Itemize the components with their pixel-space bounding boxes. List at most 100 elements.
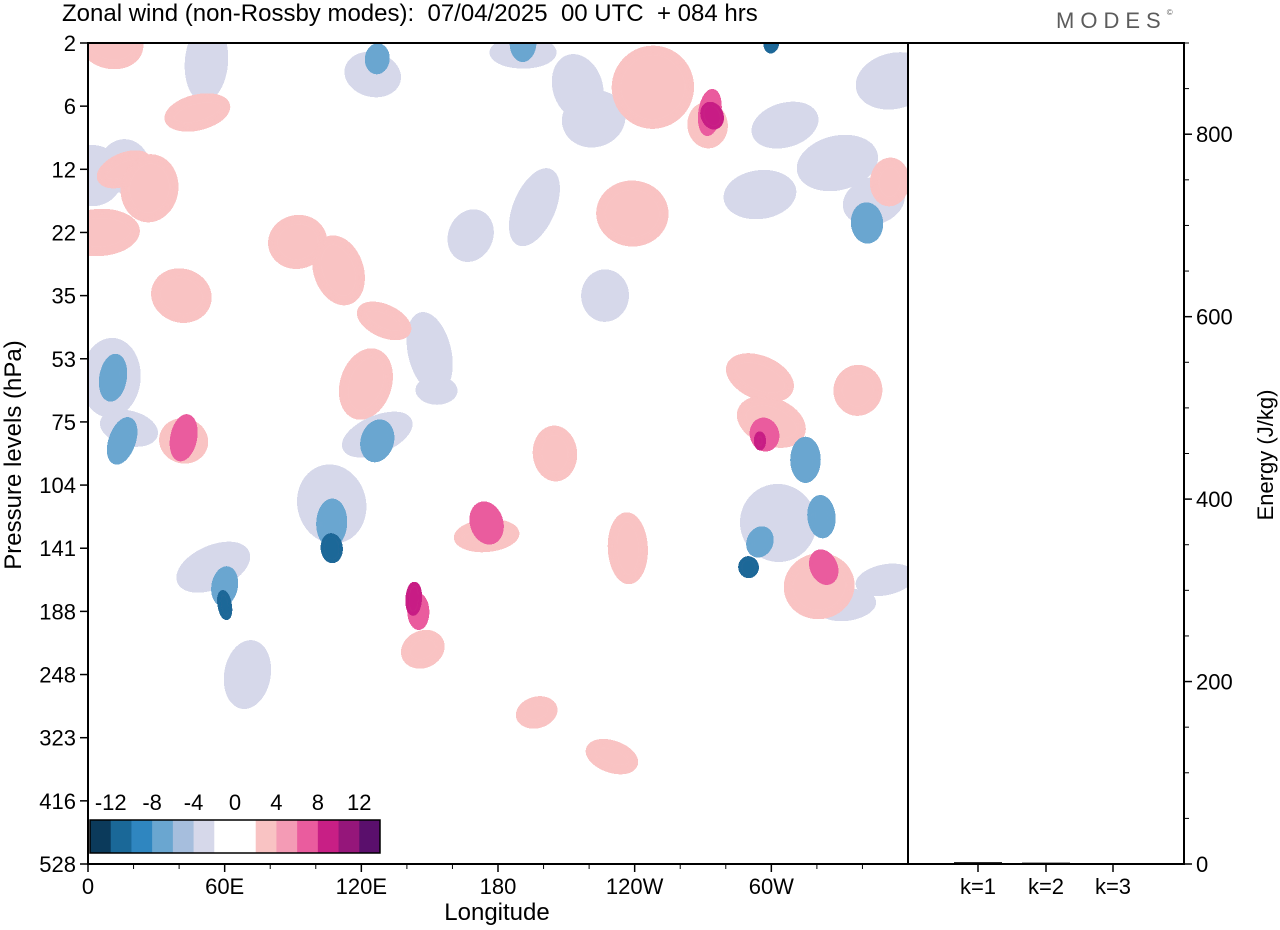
- colorbar-tick-label: 0: [229, 790, 241, 815]
- colorbar-swatch: [317, 820, 340, 853]
- colorbar-tick-label: -12: [95, 790, 127, 815]
- energy-tick-label: 400: [1196, 487, 1233, 512]
- wind-anomaly-region: [120, 153, 179, 223]
- wind-anomaly-region: [561, 89, 626, 148]
- wind-anomaly-region: [854, 563, 908, 597]
- wind-anomaly-blob: [745, 525, 775, 559]
- wind-anomaly-region: [869, 157, 908, 207]
- wind-anomaly-blob: [869, 157, 908, 207]
- y-tick-label: 141: [39, 536, 76, 561]
- y-tick-label: 22: [52, 220, 76, 245]
- y-tick-label: 188: [39, 599, 76, 624]
- wind-anomaly-region: [789, 435, 822, 484]
- wind-anomaly-blob: [163, 93, 231, 132]
- wind-anomaly-region: [607, 511, 649, 585]
- wind-anomaly-region: [356, 301, 413, 341]
- colorbar-tick-label: -8: [142, 790, 162, 815]
- wind-anomaly-blob: [723, 169, 797, 220]
- wind-anomaly-blob: [508, 167, 561, 247]
- wind-anomaly-region: [163, 93, 231, 132]
- wind-anomaly-blob: [106, 416, 138, 466]
- heatmap-field: [88, 43, 908, 775]
- y-tick-label: 248: [39, 663, 76, 688]
- wind-anomaly-region: [580, 269, 630, 323]
- plot-frame: [87, 42, 1185, 865]
- wind-anomaly-region: [184, 43, 229, 103]
- wind-anomaly-blob: [223, 639, 272, 710]
- x-tick-label: 60E: [205, 874, 244, 899]
- colorbar-swatch: [152, 820, 174, 853]
- wind-anomaly-blob: [312, 235, 366, 306]
- wind-anomaly-region: [762, 43, 780, 55]
- bar-category-label: k=2: [1028, 874, 1064, 899]
- colorbar-swatch: [235, 820, 257, 853]
- wind-anomaly-blob: [561, 89, 626, 148]
- wind-anomaly-region: [364, 43, 391, 76]
- wind-anomaly-region: [796, 134, 879, 192]
- wind-anomaly-blob: [580, 269, 630, 323]
- wind-anomaly-blob: [406, 311, 453, 394]
- wind-anomaly-region: [515, 695, 559, 729]
- wind-anomaly-blob: [88, 43, 144, 70]
- wind-anomaly-region: [699, 100, 725, 131]
- colorbar-tick-label: -4: [184, 790, 204, 815]
- wind-anomaly-region: [737, 555, 760, 579]
- wind-anomaly-blob: [737, 555, 760, 579]
- wind-anomaly-blob: [120, 153, 179, 223]
- colorbar-swatch: [359, 820, 381, 853]
- wind-anomaly-blob: [607, 511, 649, 585]
- colorbar-swatch: [338, 820, 360, 853]
- wind-anomaly-blob: [169, 413, 198, 463]
- wind-anomaly-region: [406, 311, 453, 394]
- x-axis-label: Longitude: [444, 899, 550, 926]
- wind-anomaly-region: [320, 532, 344, 565]
- colorbar-swatch: [172, 820, 195, 853]
- y-tick-label: 6: [64, 94, 76, 119]
- logo-registered-mark: ©: [1166, 8, 1173, 17]
- wind-anomaly-blob: [414, 375, 459, 405]
- bar-category-label: k=1: [960, 874, 996, 899]
- colorbar: -12 -8 -4 0 4 8 12: [89, 790, 381, 854]
- wind-anomaly-region: [725, 353, 795, 403]
- x-tick-label: 60W: [749, 874, 794, 899]
- wind-anomaly-blob: [807, 494, 836, 540]
- wind-anomaly-region: [414, 375, 459, 405]
- wind-anomaly-region: [508, 167, 561, 247]
- wind-anomaly-blob: [584, 738, 639, 775]
- logo-text: MODES: [1056, 8, 1167, 33]
- colorbar-tick-label: 4: [270, 790, 282, 815]
- wind-anomaly-blob: [850, 201, 884, 245]
- wind-anomaly-region: [855, 52, 908, 110]
- wind-anomaly-blob: [88, 208, 141, 257]
- colorbar-swatch: [255, 820, 277, 853]
- wind-anomaly-region: [88, 43, 144, 70]
- x-tick-label: 120W: [606, 874, 664, 899]
- energy-tick-label: 800: [1196, 122, 1233, 147]
- wind-anomaly-blob: [789, 435, 822, 484]
- wind-anomaly-blob: [611, 45, 695, 129]
- wind-anomaly-blob: [595, 180, 669, 247]
- wind-anomaly-blob: [315, 497, 348, 549]
- x-tick-label: 180: [480, 874, 517, 899]
- wind-anomaly-blob: [338, 347, 394, 421]
- wind-anomaly-blob: [753, 429, 767, 453]
- wind-anomaly-blob: [854, 563, 908, 597]
- colorbar-swatch: [90, 820, 112, 853]
- wind-anomaly-region: [753, 429, 767, 453]
- y-tick-label: 416: [39, 789, 76, 814]
- colorbar-frame: [89, 819, 381, 854]
- wind-anomaly-region: [532, 425, 578, 482]
- wind-anomaly-blob: [405, 579, 423, 618]
- wind-anomaly-region: [216, 587, 233, 623]
- wind-anomaly-blob: [184, 43, 229, 103]
- wind-anomaly-region: [469, 500, 505, 546]
- wind-anomaly-blob: [150, 268, 212, 324]
- y-tick-label: 35: [52, 284, 76, 309]
- colorbar-swatch: [214, 820, 236, 853]
- colorbar-swatch: [297, 820, 319, 853]
- wind-anomaly-blob: [364, 43, 391, 76]
- modes-logo: MODES©: [1056, 8, 1173, 34]
- colorbar-swatch: [110, 820, 132, 853]
- wind-anomaly-blob: [762, 43, 780, 55]
